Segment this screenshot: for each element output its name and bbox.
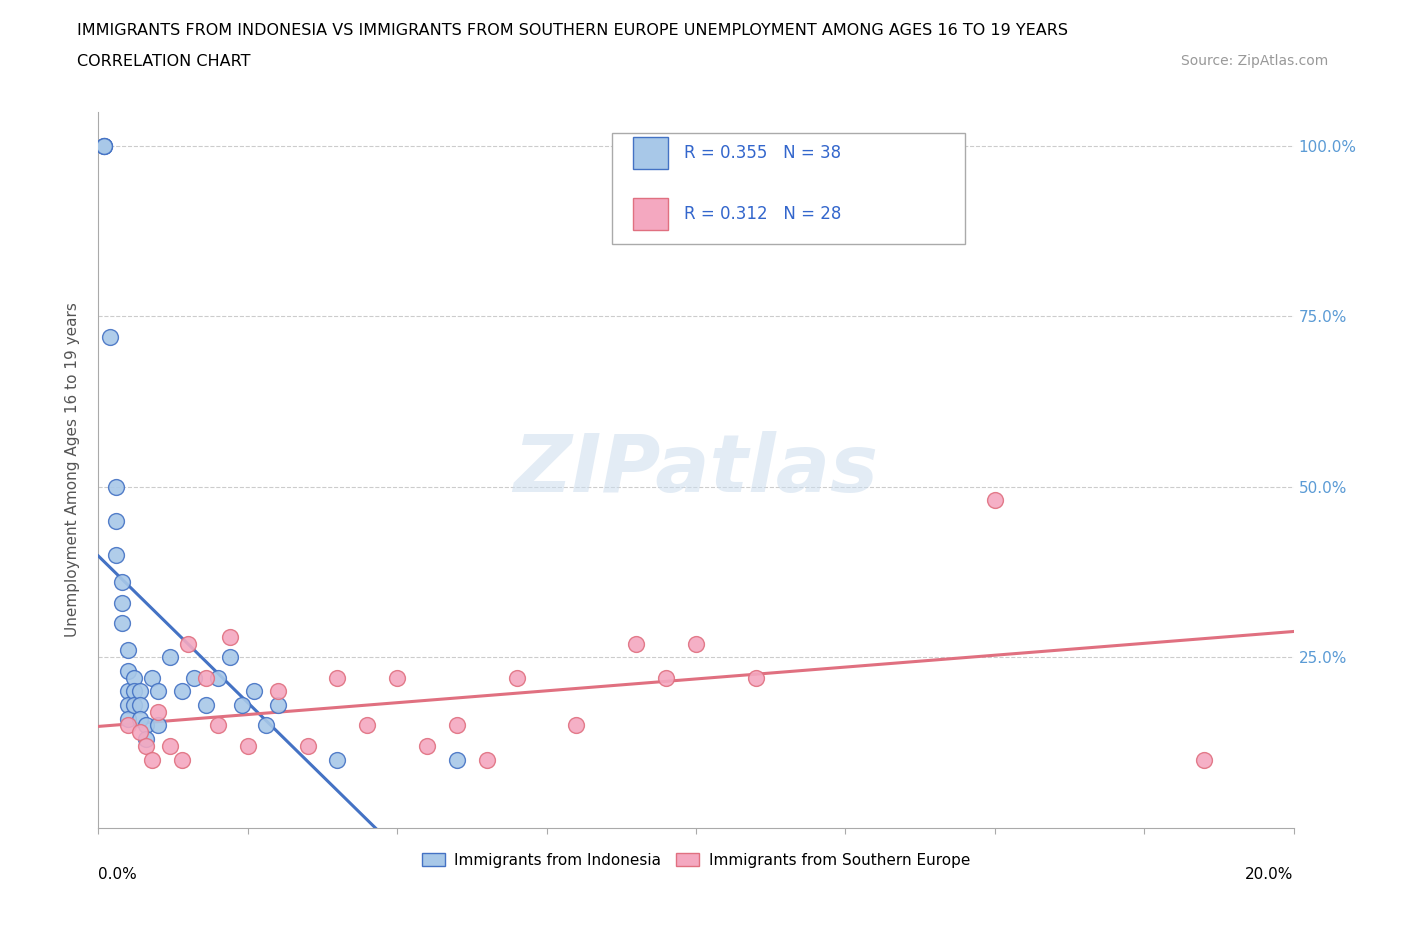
Point (148, 704, 170, 719)
Point (105, 479, 128, 494)
Point (117, 698, 139, 712)
Legend: Immigrants from Indonesia, Immigrants from Southern Europe: Immigrants from Indonesia, Immigrants fr… (416, 846, 976, 874)
Point (565, 718, 588, 733)
Point (655, 671, 678, 685)
Point (626, 636, 648, 651)
Point (219, 650, 242, 665)
Point (231, 698, 253, 712)
Text: Source: ZipAtlas.com: Source: ZipAtlas.com (1181, 54, 1329, 68)
Point (267, 684, 290, 698)
Point (236, 738, 259, 753)
Text: R = 0.312   N = 28: R = 0.312 N = 28 (685, 205, 841, 222)
Text: CORRELATION CHART: CORRELATION CHART (77, 54, 250, 69)
Text: 20.0%: 20.0% (1246, 867, 1294, 882)
Text: IMMIGRANTS FROM INDONESIA VS IMMIGRANTS FROM SOUTHERN EUROPE UNEMPLOYMENT AMONG : IMMIGRANTS FROM INDONESIA VS IMMIGRANTS … (77, 23, 1069, 38)
Point (148, 684, 170, 698)
Point (254, 718, 277, 733)
Point (183, 671, 205, 685)
Point (326, 752, 349, 767)
Point (243, 684, 266, 698)
Point (124, 684, 146, 698)
Point (141, 752, 163, 767)
Point (135, 718, 157, 733)
Point (159, 738, 181, 753)
Point (177, 636, 200, 651)
Point (207, 718, 229, 733)
Text: R = 0.355   N = 38: R = 0.355 N = 38 (685, 144, 841, 162)
Point (267, 698, 290, 712)
Point (117, 718, 139, 733)
Point (105, 548, 128, 563)
Point (159, 650, 181, 665)
Point (124, 698, 146, 712)
Text: 0.0%: 0.0% (98, 867, 138, 882)
Point (326, 671, 349, 685)
Point (111, 575, 134, 590)
Point (117, 663, 139, 678)
Y-axis label: Unemployment Among Ages 16 to 19 years: Unemployment Among Ages 16 to 19 years (65, 302, 80, 637)
Point (117, 711, 139, 726)
Point (172, 684, 194, 698)
Point (195, 671, 218, 685)
Point (98, 329, 122, 344)
Point (385, 671, 409, 685)
Point (135, 738, 157, 753)
Point (148, 718, 170, 733)
Point (135, 732, 157, 747)
Point (117, 643, 139, 658)
Point (111, 616, 134, 631)
Bar (633, 137, 668, 169)
Point (356, 718, 378, 733)
Point (745, 671, 768, 685)
Point (416, 738, 439, 753)
Point (129, 724, 152, 739)
Point (172, 752, 194, 767)
Point (195, 698, 218, 712)
Point (129, 711, 152, 726)
Point (984, 493, 1007, 508)
Point (117, 684, 139, 698)
Point (111, 595, 134, 610)
Text: ZIPatlas: ZIPatlas (513, 431, 879, 509)
Point (219, 630, 242, 644)
Point (297, 738, 319, 753)
Point (93, 139, 115, 153)
Point (124, 671, 146, 685)
Point (1192, 752, 1215, 767)
Point (446, 718, 468, 733)
Point (129, 698, 152, 712)
Point (93, 139, 115, 153)
Point (446, 752, 468, 767)
Point (141, 671, 163, 685)
FancyBboxPatch shape (613, 133, 965, 244)
Point (207, 671, 229, 685)
Point (93, 139, 115, 153)
Point (685, 636, 707, 651)
Point (506, 671, 529, 685)
Point (105, 513, 128, 528)
Point (129, 684, 152, 698)
Bar (633, 197, 668, 230)
Point (475, 752, 498, 767)
